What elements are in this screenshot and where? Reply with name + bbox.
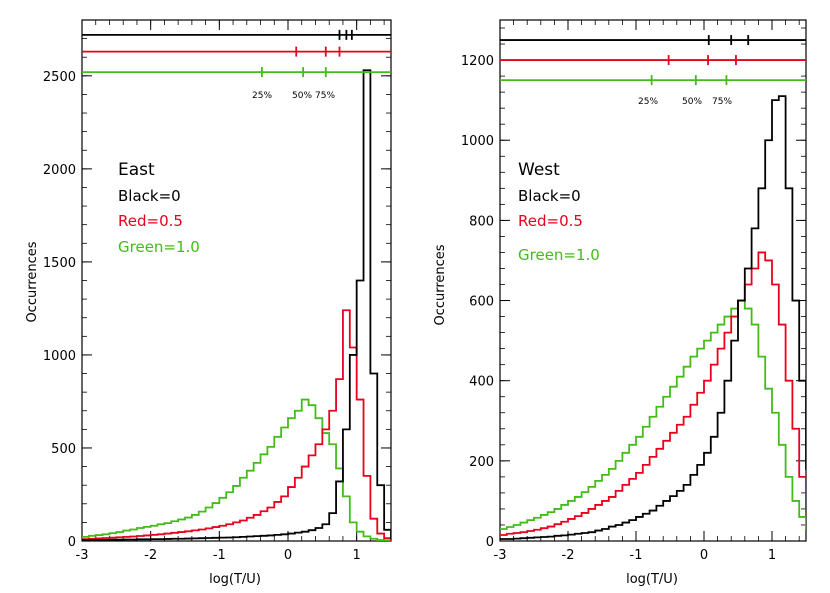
histogram-red	[500, 251, 806, 536]
y-axis-label: Occurrences	[433, 244, 448, 325]
histogram-black	[82, 69, 391, 541]
panel-title: West	[518, 160, 560, 180]
plot-frame	[499, 19, 807, 542]
x-axis-label: log(T/U)	[626, 572, 678, 587]
y-tick-label: 1000	[43, 349, 76, 364]
y-tick-label: 600	[469, 295, 494, 310]
legend-green: Green=1.0	[118, 238, 200, 256]
x-tick-label: -2	[562, 548, 575, 563]
percentile-label-25: 25%	[252, 91, 272, 101]
x-tick-label: -3	[494, 548, 507, 563]
y-tick-label: 2500	[43, 70, 76, 85]
legend-green: Green=1.0	[518, 246, 600, 264]
x-tick-label: 0	[700, 548, 708, 563]
x-tick-label: -3	[76, 548, 89, 563]
panel-east: East Black=0 Red=0.5 Green=1.0 25% 50% 7…	[25, 19, 392, 587]
x-tick-label: 0	[284, 548, 292, 563]
x-tick-label: 1	[768, 548, 776, 563]
percentile-label-50: 50%	[682, 97, 702, 107]
y-tick-label: 1500	[43, 256, 76, 271]
legend-black: Black=0	[118, 187, 181, 205]
y-tick-label: 2000	[43, 163, 76, 178]
legend-red: Red=0.5	[518, 212, 583, 230]
panel-title: East	[118, 160, 155, 180]
histogram-black	[500, 95, 806, 540]
x-tick-label: -1	[630, 548, 643, 563]
y-tick-label: 500	[51, 442, 76, 457]
x-tick-label: -2	[144, 548, 157, 563]
y-tick-label: 1000	[461, 134, 494, 149]
y-axis-label: Occurrences	[25, 241, 40, 322]
y-tick-label: 400	[469, 375, 494, 390]
y-tick-label: 200	[469, 455, 494, 470]
x-tick-label: -1	[213, 548, 226, 563]
x-tick-label: 1	[353, 548, 361, 563]
histogram-red	[82, 309, 391, 541]
legend-red: Red=0.5	[118, 212, 183, 230]
panel-west: West Black=0 Red=0.5 Green=1.0 25% 50% 7…	[433, 19, 807, 587]
y-tick-label: 800	[469, 214, 494, 229]
y-tick-label: 0	[68, 535, 76, 550]
histogram-green	[500, 299, 806, 530]
percentile-label-25: 25%	[638, 97, 658, 107]
plot-frame	[81, 19, 392, 542]
histogram-green	[82, 398, 391, 541]
legend-black: Black=0	[518, 187, 581, 205]
percentile-label-50: 50%	[292, 91, 312, 101]
percentile-label-75: 75%	[712, 97, 732, 107]
y-tick-label: 0	[486, 535, 494, 550]
x-axis-label: log(T/U)	[209, 572, 261, 587]
y-tick-label: 1200	[461, 54, 494, 69]
percentile-label-75: 75%	[315, 91, 335, 101]
